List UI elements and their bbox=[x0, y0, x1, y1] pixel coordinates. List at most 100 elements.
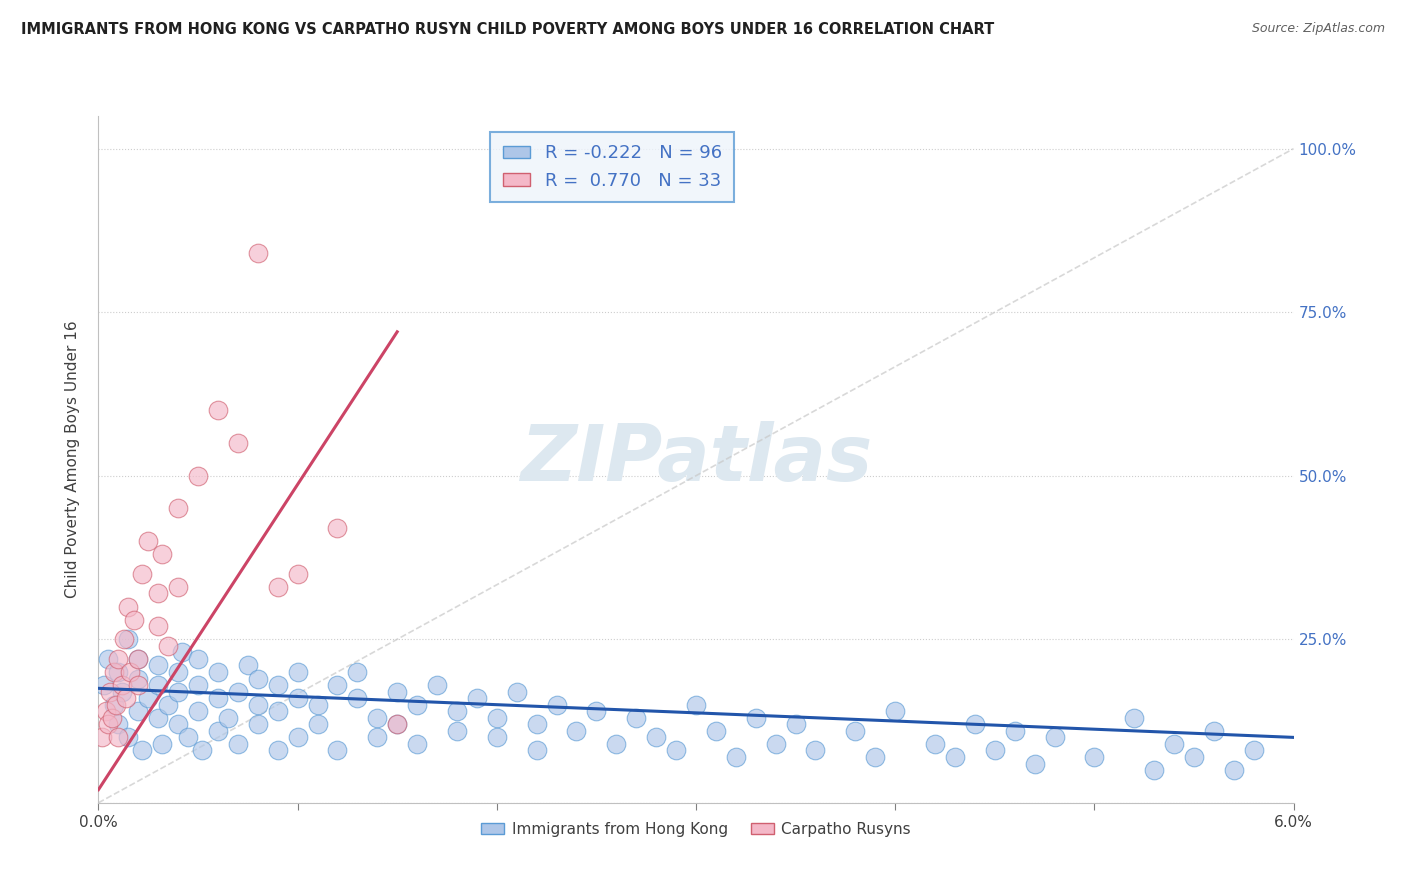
Point bbox=[366, 731, 388, 745]
Point bbox=[1182, 750, 1205, 764]
Point bbox=[167, 580, 190, 594]
Point bbox=[246, 717, 269, 731]
Point bbox=[385, 717, 409, 731]
Point bbox=[150, 737, 173, 751]
Point bbox=[924, 737, 946, 751]
Point bbox=[665, 743, 688, 757]
Point bbox=[326, 743, 349, 757]
Point bbox=[124, 613, 146, 627]
Point bbox=[1202, 723, 1225, 738]
Point bbox=[172, 645, 194, 659]
Point bbox=[526, 717, 548, 731]
Point bbox=[103, 665, 125, 679]
Point bbox=[724, 750, 747, 764]
Point bbox=[207, 665, 229, 679]
Point bbox=[287, 691, 309, 706]
Point bbox=[884, 704, 907, 718]
Point bbox=[1243, 743, 1265, 757]
Point bbox=[287, 731, 309, 745]
Point bbox=[207, 691, 229, 706]
Point bbox=[117, 731, 139, 745]
Point bbox=[136, 691, 159, 706]
Point bbox=[1163, 737, 1185, 751]
Point bbox=[93, 678, 115, 692]
Point bbox=[111, 678, 134, 692]
Point bbox=[326, 678, 349, 692]
Point bbox=[150, 547, 173, 561]
Point bbox=[246, 672, 269, 686]
Point bbox=[307, 698, 329, 712]
Point bbox=[136, 534, 159, 549]
Point bbox=[585, 704, 607, 718]
Point bbox=[626, 711, 648, 725]
Point bbox=[446, 723, 468, 738]
Point bbox=[385, 717, 409, 731]
Point bbox=[187, 652, 209, 666]
Point bbox=[785, 717, 807, 731]
Point bbox=[97, 652, 120, 666]
Point bbox=[406, 698, 429, 712]
Point bbox=[465, 691, 488, 706]
Point bbox=[217, 711, 239, 725]
Point bbox=[187, 704, 209, 718]
Point bbox=[1083, 750, 1105, 764]
Point bbox=[112, 632, 135, 647]
Point bbox=[101, 711, 124, 725]
Point bbox=[844, 723, 866, 738]
Point bbox=[127, 652, 149, 666]
Point bbox=[346, 691, 368, 706]
Point bbox=[148, 678, 170, 692]
Point bbox=[943, 750, 966, 764]
Point bbox=[963, 717, 986, 731]
Point bbox=[127, 678, 149, 692]
Point bbox=[167, 501, 190, 516]
Text: IMMIGRANTS FROM HONG KONG VS CARPATHO RUSYN CHILD POVERTY AMONG BOYS UNDER 16 CO: IMMIGRANTS FROM HONG KONG VS CARPATHO RU… bbox=[21, 22, 994, 37]
Point bbox=[526, 743, 548, 757]
Point bbox=[704, 723, 727, 738]
Point bbox=[267, 704, 290, 718]
Point bbox=[565, 723, 588, 738]
Point bbox=[157, 639, 180, 653]
Point bbox=[645, 731, 668, 745]
Point bbox=[446, 704, 468, 718]
Point bbox=[103, 698, 125, 712]
Point bbox=[246, 698, 269, 712]
Point bbox=[177, 731, 200, 745]
Text: ZIPatlas: ZIPatlas bbox=[520, 421, 872, 498]
Point bbox=[167, 717, 190, 731]
Point bbox=[148, 586, 170, 600]
Point bbox=[1123, 711, 1146, 725]
Point bbox=[131, 743, 153, 757]
Point bbox=[191, 743, 214, 757]
Point bbox=[236, 658, 259, 673]
Point bbox=[745, 711, 768, 725]
Point bbox=[984, 743, 1007, 757]
Point bbox=[207, 403, 229, 417]
Point bbox=[107, 652, 129, 666]
Point bbox=[117, 599, 139, 614]
Point bbox=[207, 723, 229, 738]
Point bbox=[167, 665, 190, 679]
Point bbox=[267, 580, 290, 594]
Point bbox=[485, 711, 508, 725]
Point bbox=[267, 743, 290, 757]
Point bbox=[865, 750, 887, 764]
Point bbox=[346, 665, 368, 679]
Point bbox=[107, 731, 129, 745]
Point bbox=[107, 717, 129, 731]
Point bbox=[267, 678, 290, 692]
Point bbox=[131, 566, 153, 581]
Point bbox=[187, 468, 209, 483]
Point bbox=[148, 658, 170, 673]
Point bbox=[107, 665, 129, 679]
Point bbox=[287, 665, 309, 679]
Point bbox=[1143, 763, 1166, 777]
Point bbox=[167, 684, 190, 698]
Point bbox=[765, 737, 787, 751]
Point bbox=[685, 698, 707, 712]
Legend: Immigrants from Hong Kong, Carpatho Rusyns: Immigrants from Hong Kong, Carpatho Rusy… bbox=[475, 816, 917, 843]
Point bbox=[117, 632, 139, 647]
Point bbox=[426, 678, 449, 692]
Point bbox=[1223, 763, 1246, 777]
Point bbox=[115, 691, 138, 706]
